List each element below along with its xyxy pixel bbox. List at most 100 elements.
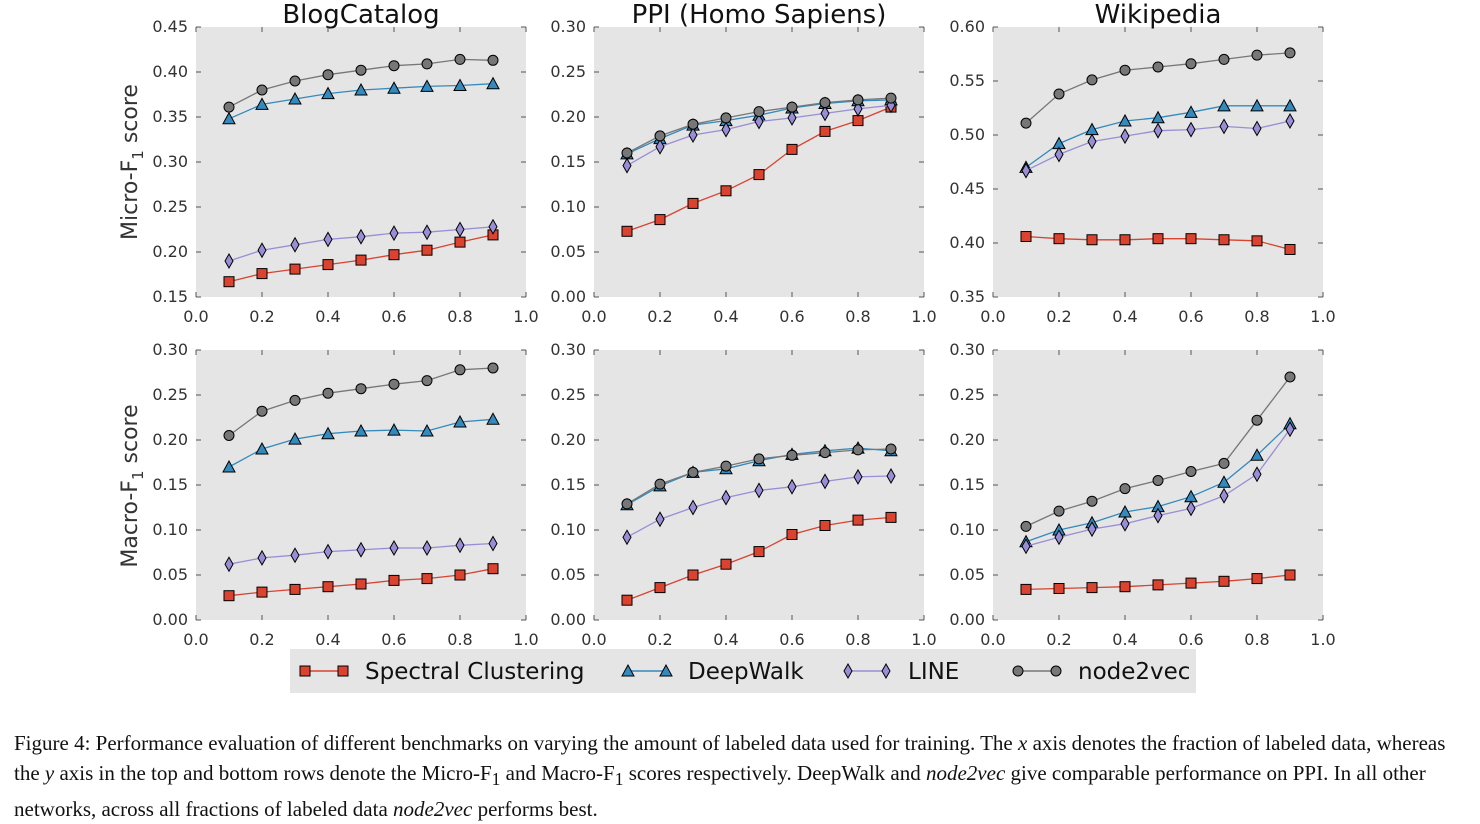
data-point-node2vec — [687, 466, 699, 478]
data-point-node2vec — [1251, 414, 1263, 426]
data-point-node2vec — [786, 449, 798, 461]
data-point-spectral — [819, 520, 831, 531]
data-point-line — [1054, 146, 1064, 163]
data-point-spectral — [421, 244, 433, 256]
data-point-node2vec — [1284, 371, 1296, 383]
data-point-line — [622, 157, 632, 174]
series-node2vec — [223, 362, 499, 441]
y-tick-label: 0.15 — [152, 287, 188, 306]
data-point-line — [290, 547, 300, 564]
data-point-spectral — [753, 169, 765, 181]
series-line — [1021, 112, 1295, 179]
data-point-node2vec — [720, 460, 732, 472]
data-point-line — [1153, 122, 1163, 139]
legend-marker-triangle — [621, 663, 635, 677]
data-point-spectral — [487, 563, 499, 575]
data-point-deepwalk — [1250, 448, 1264, 461]
x-tick-label: 0.6 — [1178, 630, 1203, 649]
data-point-node2vec — [1284, 47, 1296, 59]
legend-entry-node2vec: node2vec — [1012, 659, 1190, 685]
y-tick-label: 0.20 — [949, 430, 985, 449]
panel-1: BlogCatalog 0.15 0.20 0.25 0.30 0.35 0.40 0.45 0… — [152, 0, 538, 326]
data-point-line — [1021, 538, 1031, 555]
data-point-node2vec — [621, 498, 633, 510]
x-tick-label: 0.6 — [779, 630, 804, 649]
data-point-node2vec — [223, 101, 235, 113]
data-point-node2vec — [885, 443, 897, 455]
data-point-node2vec — [819, 447, 831, 459]
y-tick-label: 0.20 — [550, 430, 586, 449]
data-point-deepwalk — [222, 459, 236, 473]
x-tick-label: 0.4 — [713, 307, 738, 326]
data-point-line — [886, 467, 896, 485]
data-point-spectral — [1152, 233, 1164, 245]
data-point-spectral — [1119, 581, 1131, 593]
data-point-node2vec — [753, 453, 765, 465]
x-tick-label: 0.0 — [980, 307, 1005, 326]
data-point-spectral — [654, 582, 666, 594]
x-tick-label: 0.8 — [447, 307, 472, 326]
data-point-node2vec — [1053, 505, 1065, 517]
series-line — [224, 535, 498, 573]
data-point-deepwalk — [288, 91, 302, 105]
y-tick-label: 0.35 — [152, 107, 188, 126]
chart-panels: BlogCatalog 0.15 0.20 0.25 0.30 0.35 0.40 0.45 0… — [152, 0, 1335, 649]
data-point-line — [356, 541, 366, 558]
legend-label: Spectral Clustering — [365, 659, 584, 685]
legend: Spectral Clustering DeepWalk LINE node2vec — [290, 649, 1196, 693]
data-point-spectral — [720, 185, 732, 197]
y-tick-label: 0.25 — [550, 385, 586, 404]
data-point-spectral — [1218, 575, 1230, 587]
x-tick-label: 0.0 — [581, 630, 606, 649]
y-tick-label: 0.10 — [152, 520, 188, 539]
x-tick-label: 0.0 — [183, 307, 208, 326]
data-point-node2vec — [654, 478, 666, 490]
legend-entry-spectral: Spectral Clustering — [299, 659, 584, 685]
data-point-spectral — [1053, 583, 1065, 594]
data-point-node2vec — [1218, 457, 1230, 469]
data-point-line — [257, 242, 267, 259]
y-tick-label: 0.15 — [550, 152, 586, 171]
data-point-line — [721, 121, 731, 138]
data-point-deepwalk — [1217, 98, 1231, 112]
ylabel-micro: Micro-F1 score — [118, 84, 147, 240]
y-tick-label: 0.30 — [152, 152, 188, 171]
data-point-line — [688, 126, 698, 144]
data-point-line — [455, 537, 465, 554]
data-point-line — [853, 468, 863, 485]
data-point-line — [290, 236, 300, 253]
data-point-deepwalk — [354, 82, 368, 96]
data-point-spectral — [1152, 579, 1164, 591]
y-tick-label: 0.00 — [949, 610, 985, 629]
legend-marker-diamond — [843, 662, 853, 680]
x-tick-label: 0.8 — [845, 307, 870, 326]
data-point-line — [1120, 515, 1130, 532]
series-deepwalk — [222, 412, 500, 473]
data-point-node2vec — [223, 430, 235, 441]
data-point-line — [754, 113, 764, 130]
y-tick-label: 0.30 — [550, 340, 586, 359]
data-point-node2vec — [654, 130, 666, 142]
y-tick-label: 0.10 — [550, 520, 586, 539]
data-point-spectral — [454, 236, 466, 248]
data-point-line — [1021, 162, 1031, 179]
data-point-deepwalk — [288, 432, 302, 445]
data-point-spectral — [454, 569, 466, 581]
data-point-node2vec — [1185, 466, 1197, 477]
data-point-line — [655, 511, 665, 528]
data-point-node2vec — [388, 60, 400, 72]
x-tick-label: 0.0 — [980, 630, 1005, 649]
x-tick-label: 0.4 — [713, 630, 738, 649]
data-point-spectral — [322, 259, 334, 271]
data-point-spectral — [720, 558, 732, 570]
data-point-line — [488, 535, 498, 552]
y-tick-label: 0.25 — [550, 62, 586, 81]
y-tick-label: 0.15 — [152, 475, 188, 494]
data-point-node2vec — [421, 58, 433, 70]
x-tick-label: 1.0 — [911, 307, 936, 326]
data-point-node2vec — [753, 106, 765, 118]
x-tick-label: 0.4 — [315, 307, 340, 326]
data-point-node2vec — [322, 387, 334, 399]
data-point-spectral — [1185, 233, 1197, 245]
data-point-node2vec — [355, 383, 367, 395]
